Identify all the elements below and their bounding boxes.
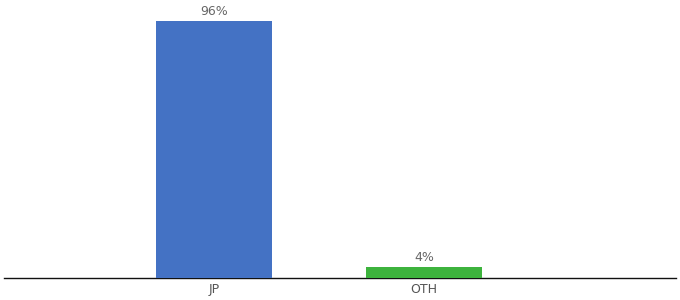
Bar	[367, 267, 481, 278]
Text: 4%: 4%	[414, 251, 434, 264]
Text: 96%: 96%	[200, 5, 228, 18]
Bar	[156, 21, 272, 278]
